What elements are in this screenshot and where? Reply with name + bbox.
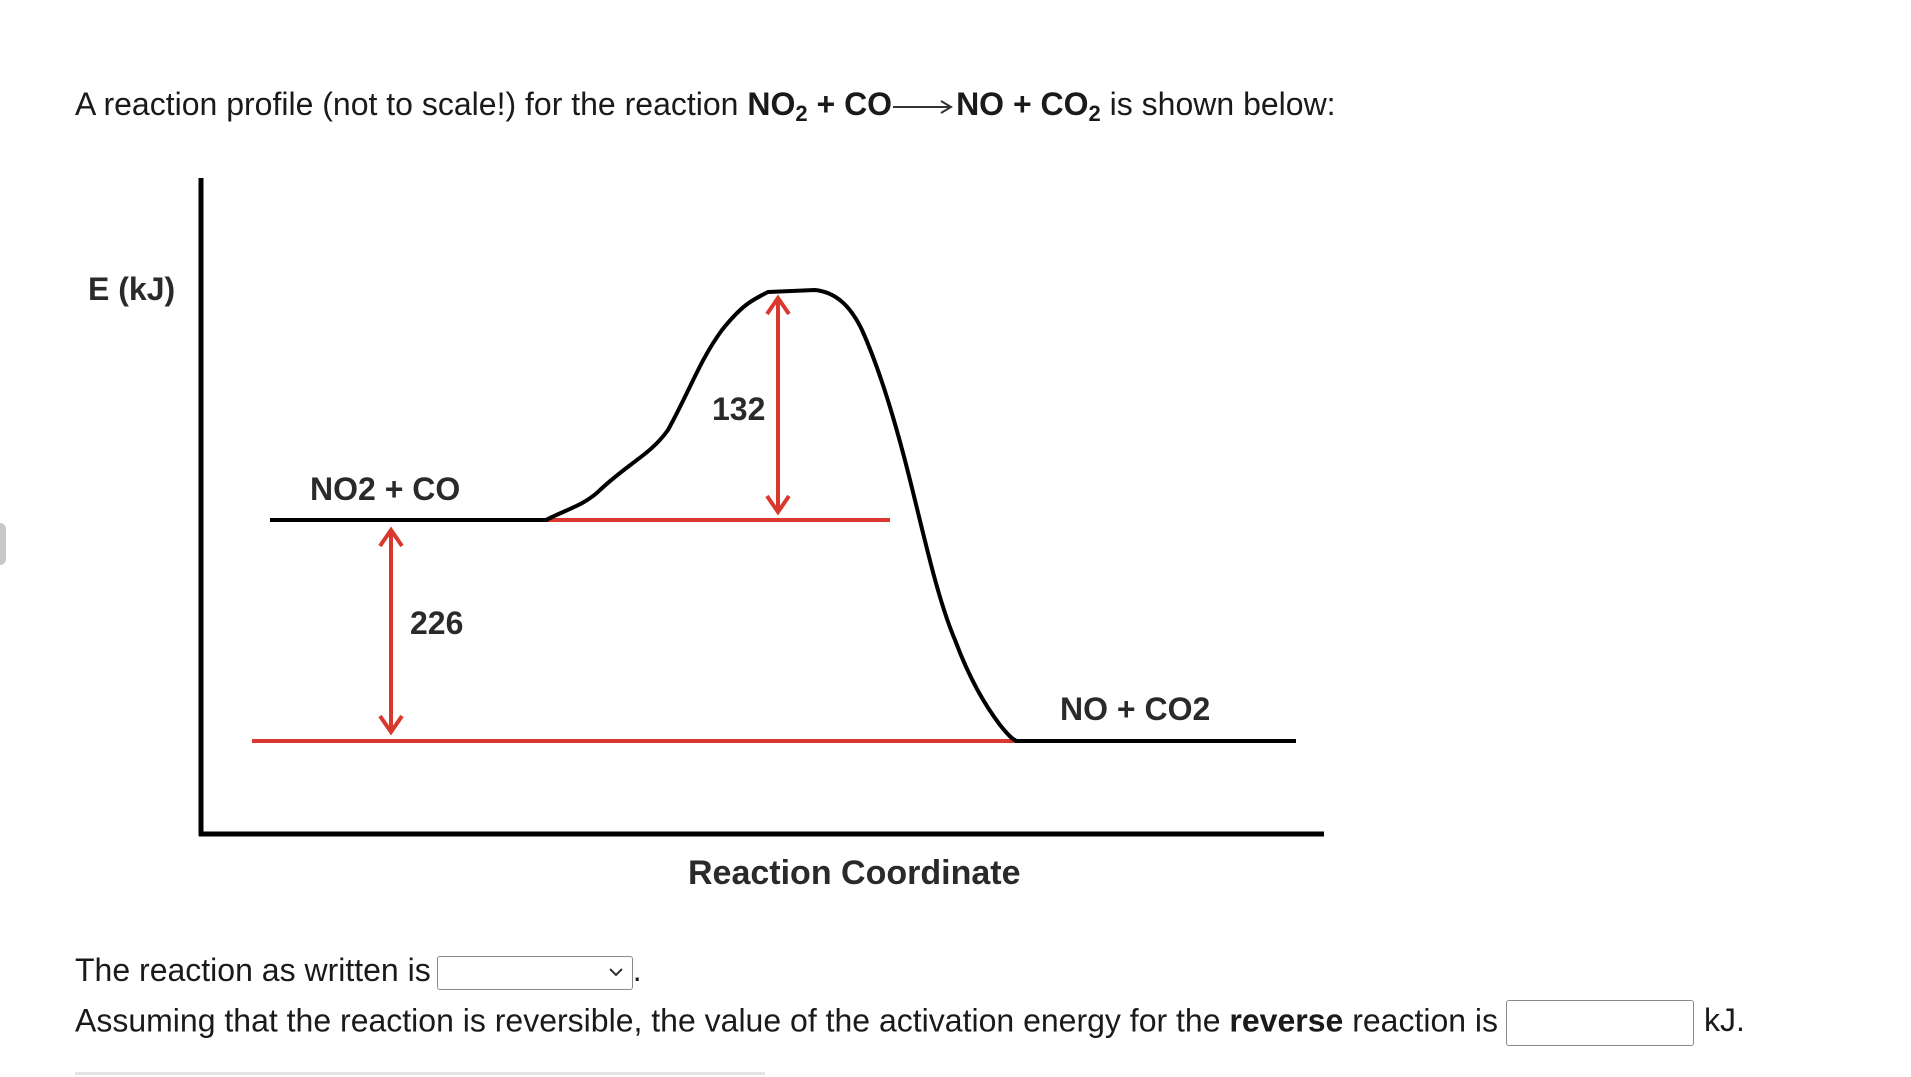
y-axis-label: E (kJ)	[88, 271, 175, 307]
plus-sign-1: +	[807, 86, 845, 122]
products-label: NO + CO2	[1060, 691, 1210, 727]
reaction-type-select[interactable]	[436, 955, 633, 990]
question1-text: The reaction as written is	[75, 952, 431, 988]
activation-energy-label: 132	[712, 391, 765, 427]
question-reverse-activation-energy: Assuming that the reaction is reversible…	[75, 1000, 1745, 1046]
intro-prefix: A reaction profile (not to scale!) for t…	[75, 86, 748, 122]
question1-period: .	[632, 952, 642, 988]
reverse-activation-energy-input[interactable]	[1506, 1000, 1695, 1046]
question2-bold-word: reverse	[1229, 1002, 1344, 1039]
enthalpy-change-arrow	[378, 526, 404, 736]
reactant-co: CO	[844, 86, 893, 122]
reaction-arrow-icon	[893, 99, 954, 114]
question-reaction-type: The reaction as written is.	[75, 950, 642, 990]
product-no: NO	[956, 86, 1005, 122]
energy-curve	[545, 288, 1018, 743]
reaction-profile-diagram: E (kJ) NO2 + CO 132 226 NO + CO2 Reactio…	[88, 178, 1324, 892]
activation-energy-arrow	[765, 294, 791, 516]
x-axis-label: Reaction Coordinate	[688, 854, 1020, 892]
question2-text-before: Assuming that the reaction is reversible…	[75, 1002, 1230, 1039]
reactant-no2: NO2	[747, 86, 808, 126]
chevron-down-icon	[608, 967, 623, 976]
question2-text-after: reaction is	[1343, 1002, 1499, 1039]
question2-unit: kJ.	[1704, 1002, 1745, 1039]
left-edge-marker	[0, 523, 6, 565]
reactants-label: NO2 + CO	[310, 471, 460, 507]
bottom-divider	[75, 1072, 765, 1075]
enthalpy-change-label: 226	[410, 605, 463, 641]
plus-sign-2: +	[1004, 86, 1041, 122]
product-co2: CO2	[1040, 86, 1101, 126]
intro-suffix: is shown below:	[1100, 86, 1336, 122]
intro-sentence: A reaction profile (not to scale!) for t…	[75, 82, 1336, 126]
